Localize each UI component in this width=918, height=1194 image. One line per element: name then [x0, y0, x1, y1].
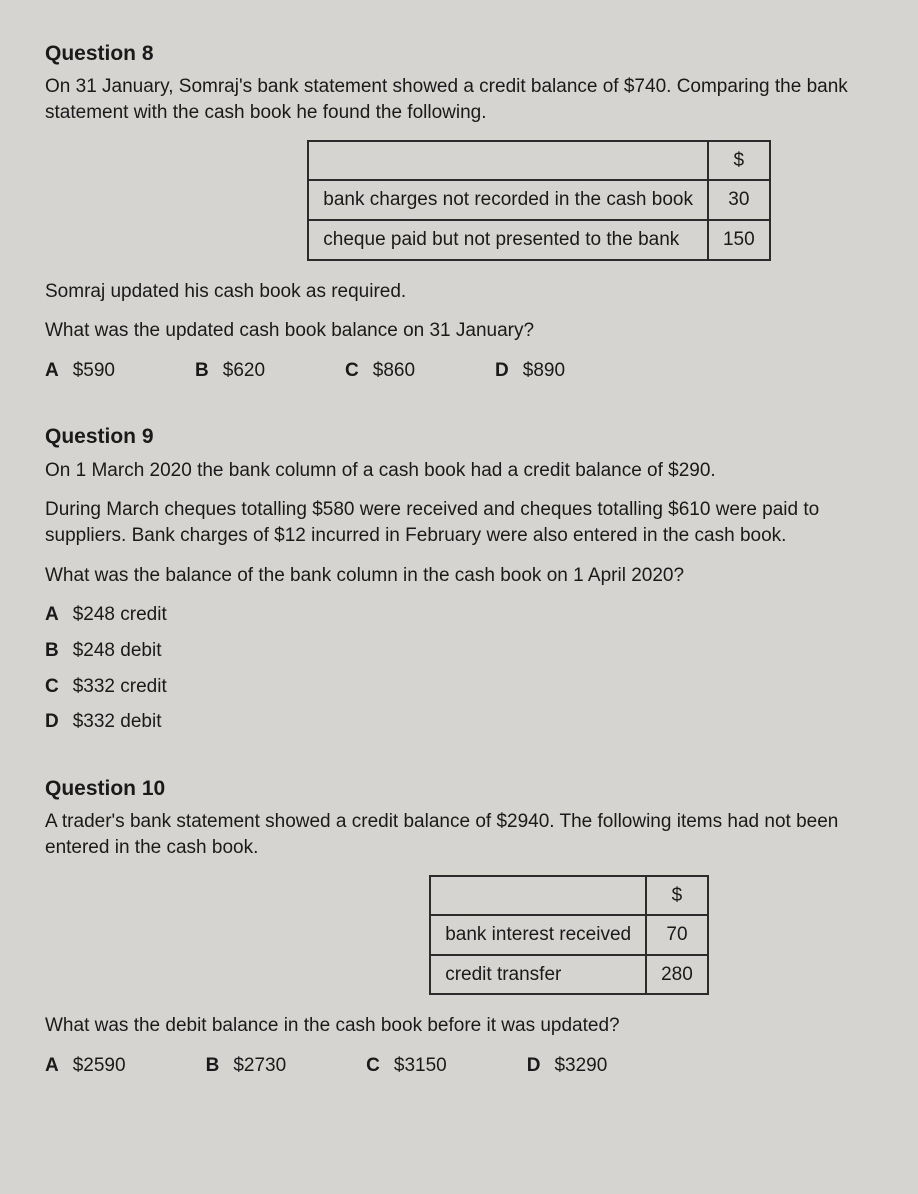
- opt-text: $2590: [73, 1053, 126, 1079]
- q10-table: $ bank interest received 70 credit trans…: [429, 875, 709, 996]
- opt-text: $248 debit: [73, 638, 162, 664]
- q9-p1: On 1 March 2020 the bank column of a cas…: [45, 458, 873, 484]
- q8-table-header-amount: $: [708, 141, 770, 181]
- q8-row1-value: 150: [708, 220, 770, 260]
- opt-letter: D: [527, 1053, 541, 1079]
- q9-opt-a[interactable]: A $248 credit: [45, 602, 873, 628]
- q8-opt-a[interactable]: A $590: [45, 358, 115, 384]
- q8-line1: Somraj updated his cash book as required…: [45, 279, 873, 305]
- opt-text: $890: [523, 358, 565, 384]
- q10-opt-d[interactable]: D $3290: [527, 1053, 608, 1079]
- q10-opt-b[interactable]: B $2730: [206, 1053, 287, 1079]
- table-row: credit transfer 280: [430, 955, 708, 995]
- q9-title: Question 9: [45, 423, 873, 451]
- q8-table-blank: [308, 141, 708, 181]
- q9-p2: During March cheques totalling $580 were…: [45, 497, 873, 548]
- opt-text: $860: [373, 358, 415, 384]
- opt-letter: B: [195, 358, 209, 384]
- opt-letter: C: [45, 674, 59, 700]
- opt-text: $590: [73, 358, 115, 384]
- q8-opt-b[interactable]: B $620: [195, 358, 265, 384]
- q10-row1-value: 280: [646, 955, 708, 995]
- opt-text: $2730: [233, 1053, 286, 1079]
- opt-text: $3290: [554, 1053, 607, 1079]
- opt-letter: A: [45, 1053, 59, 1079]
- q8-intro: On 31 January, Somraj's bank statement s…: [45, 74, 873, 125]
- q9-opt-c[interactable]: C $332 credit: [45, 674, 873, 700]
- table-row: bank charges not recorded in the cash bo…: [308, 180, 769, 220]
- opt-text: $332 credit: [73, 674, 167, 700]
- q10-options: A $2590 B $2730 C $3150 D $3290: [45, 1053, 873, 1079]
- opt-letter: D: [495, 358, 509, 384]
- q10-line1: What was the debit balance in the cash b…: [45, 1013, 873, 1039]
- opt-letter: D: [45, 709, 59, 735]
- q10-table-wrap: $ bank interest received 70 credit trans…: [45, 875, 873, 996]
- q10-opt-c[interactable]: C $3150: [366, 1053, 447, 1079]
- q9-opt-d[interactable]: D $332 debit: [45, 709, 873, 735]
- q10-title: Question 10: [45, 775, 873, 803]
- opt-letter: C: [345, 358, 359, 384]
- q9-options: A $248 credit B $248 debit C $332 credit…: [45, 602, 873, 735]
- table-row: bank interest received 70: [430, 915, 708, 955]
- opt-letter: B: [45, 638, 59, 664]
- q10-row1-label: credit transfer: [430, 955, 646, 995]
- q10-table-blank: [430, 876, 646, 916]
- opt-text: $332 debit: [73, 709, 162, 735]
- opt-letter: A: [45, 602, 59, 628]
- q8-line2: What was the updated cash book balance o…: [45, 318, 873, 344]
- q10-row0-value: 70: [646, 915, 708, 955]
- table-row: cheque paid but not presented to the ban…: [308, 220, 769, 260]
- question-8: Question 8 On 31 January, Somraj's bank …: [45, 40, 873, 383]
- q8-row1-label: cheque paid but not presented to the ban…: [308, 220, 708, 260]
- q8-options: A $590 B $620 C $860 D $890: [45, 358, 873, 384]
- q8-row0-value: 30: [708, 180, 770, 220]
- opt-text: $248 credit: [73, 602, 167, 628]
- q9-p3: What was the balance of the bank column …: [45, 563, 873, 589]
- q9-opt-b[interactable]: B $248 debit: [45, 638, 873, 664]
- q8-opt-c[interactable]: C $860: [345, 358, 415, 384]
- q10-table-header-amount: $: [646, 876, 708, 916]
- q8-opt-d[interactable]: D $890: [495, 358, 565, 384]
- opt-text: $3150: [394, 1053, 447, 1079]
- q10-row0-label: bank interest received: [430, 915, 646, 955]
- q10-intro: A trader's bank statement showed a credi…: [45, 809, 873, 860]
- opt-text: $620: [223, 358, 265, 384]
- question-9: Question 9 On 1 March 2020 the bank colu…: [45, 423, 873, 734]
- opt-letter: B: [206, 1053, 220, 1079]
- q8-table-wrap: $ bank charges not recorded in the cash …: [45, 140, 873, 261]
- opt-letter: C: [366, 1053, 380, 1079]
- q10-opt-a[interactable]: A $2590: [45, 1053, 126, 1079]
- q8-row0-label: bank charges not recorded in the cash bo…: [308, 180, 708, 220]
- opt-letter: A: [45, 358, 59, 384]
- q8-title: Question 8: [45, 40, 873, 68]
- question-10: Question 10 A trader's bank statement sh…: [45, 775, 873, 1079]
- q8-table: $ bank charges not recorded in the cash …: [307, 140, 770, 261]
